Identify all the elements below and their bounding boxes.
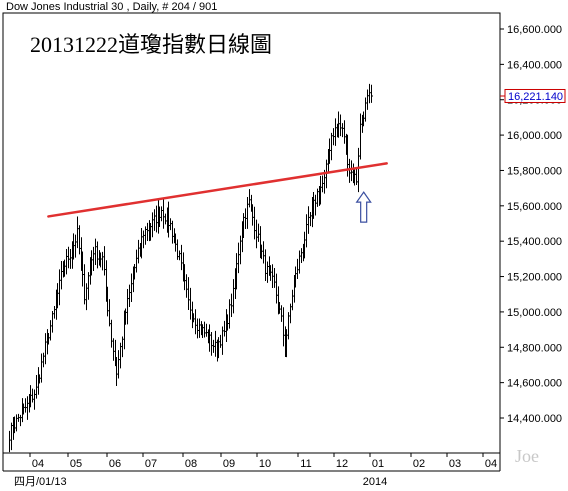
watermark: Joe (515, 446, 539, 466)
chart-title: 20131222道瓊指數日線圖 (30, 32, 272, 57)
x-tick-label: 07 (145, 458, 157, 470)
y-axis-ticks: 16,600.00016,400.00016,200.00016,000.000… (500, 24, 562, 425)
x-tick-label: 03 (449, 458, 461, 470)
trendline (47, 162, 388, 218)
x-tick-label: 05 (70, 458, 82, 470)
x-tick-label: 12 (336, 458, 348, 470)
plot-frame (2, 12, 501, 454)
x-tick-label: 11 (300, 458, 311, 470)
symbol-header: Dow Jones Industrial 30 , Daily, # 204 /… (6, 1, 217, 13)
x-tick-label: 10 (259, 458, 271, 470)
candles-group (9, 83, 373, 453)
y-tick-label: 16,000.000 (507, 130, 562, 142)
year-label: 2014 (363, 476, 387, 488)
y-tick-label: 15,600.000 (507, 201, 562, 213)
y-tick-label: 16,400.000 (507, 59, 562, 71)
x-tick-label: 08 (185, 458, 197, 470)
y-tick-label: 15,400.000 (507, 236, 562, 248)
x-axis-ticks: 04 05 06 07 08 09 10 11 12 01 02 03 04 (29, 453, 497, 470)
up-arrow-shape (355, 191, 372, 223)
x-tick-label: 04 (485, 458, 497, 470)
x-tick-label: 04 (32, 458, 44, 470)
x-tick-label: 09 (223, 458, 235, 470)
up-arrow-annotation (355, 191, 372, 223)
y-tick-label: 14,400.000 (507, 413, 562, 425)
y-tick-label: 16,600.000 (507, 24, 562, 36)
last-price-label: 16,221.140 (508, 91, 563, 103)
y-tick-label: 15,200.000 (507, 272, 562, 284)
x-tick-label: 06 (109, 458, 121, 470)
y-tick-label: 14,600.000 (507, 378, 562, 390)
x-tick-label: 01 (372, 458, 384, 470)
y-tick-label: 15,000.000 (507, 307, 562, 319)
start-date-label: 四月/01/13 (14, 476, 67, 488)
y-tick-label: 14,800.000 (507, 342, 562, 354)
y-tick-label: 15,800.000 (507, 165, 562, 177)
x-tick-label: 02 (413, 458, 425, 470)
